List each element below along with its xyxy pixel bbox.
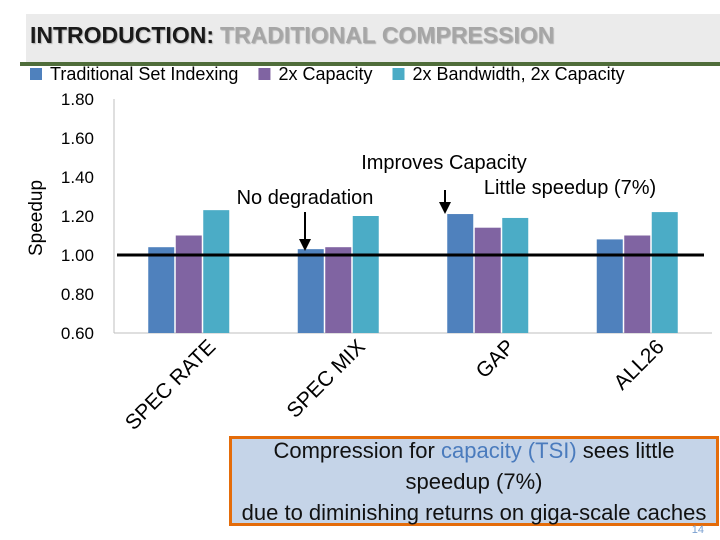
legend-swatch — [258, 68, 271, 80]
y-tick-label: 0.80 — [61, 285, 94, 304]
legend-label: 2x Capacity — [278, 64, 372, 84]
bar — [148, 247, 175, 333]
title-bullet — [20, 14, 26, 62]
title-accent: TRADITIONAL COMPRESSION — [219, 22, 555, 48]
bar — [624, 235, 651, 333]
legend: Traditional Set Indexing 2x Capacity 2x Ba… — [30, 64, 625, 84]
title-main: INTRODUCTION: — [30, 22, 214, 48]
bar — [502, 217, 529, 333]
legend-swatch — [30, 68, 42, 80]
y-tick-label: 1.00 — [61, 246, 94, 265]
annotation-arrow-head — [299, 239, 311, 251]
bar — [203, 210, 230, 333]
bar — [596, 239, 623, 333]
callout-line2: due to diminishing returns on giga-scale… — [241, 499, 707, 525]
title-bar: INTRODUCTION: TRADITIONAL COMPRESSION — [20, 14, 720, 62]
annotation-no-degradation: No degradation — [237, 187, 374, 209]
annotation-improves-capacity: Improves Capacity — [361, 152, 527, 174]
legend-label: 2x Bandwidth, 2x Capacity — [413, 64, 625, 84]
annotation-little-speedup: Little speedup (7%) — [484, 177, 656, 199]
annotations: No degradation Improves Capacity Little sp… — [237, 152, 656, 251]
bar — [175, 235, 202, 333]
y-axis-label: Speedup — [26, 180, 47, 256]
y-tick-label: 0.60 — [61, 324, 94, 343]
legend-swatch — [392, 68, 405, 80]
callout-highlight: capacity (TSI) — [440, 437, 577, 463]
bar — [325, 247, 352, 333]
y-tick-label: 1.60 — [61, 129, 94, 148]
bar — [352, 216, 379, 333]
callout-part2: sees little speedup (7%) — [405, 437, 675, 494]
y-tick-label: 1.20 — [61, 207, 94, 226]
legend-label: Traditional Set Indexing — [50, 64, 238, 84]
slide-title: INTRODUCTION: TRADITIONAL COMPRESSION — [30, 22, 554, 49]
bar — [297, 249, 324, 333]
annotation-arrow-head — [439, 202, 451, 214]
callout-part1: Compression for — [273, 437, 441, 463]
callout-box: Compression for capacity (TSI) sees litt… — [229, 436, 719, 526]
y-tick-label: 1.40 — [61, 168, 94, 187]
callout-text: Compression for capacity (TSI) sees litt… — [232, 437, 716, 525]
page-number: 14 — [691, 524, 704, 536]
bar — [651, 212, 678, 333]
speedup-chart: 0.600.801.001.201.401.601.80SpeedupSPEC … — [20, 64, 720, 442]
bar — [474, 227, 501, 333]
bar — [447, 214, 474, 333]
y-tick-label: 1.80 — [61, 90, 94, 109]
